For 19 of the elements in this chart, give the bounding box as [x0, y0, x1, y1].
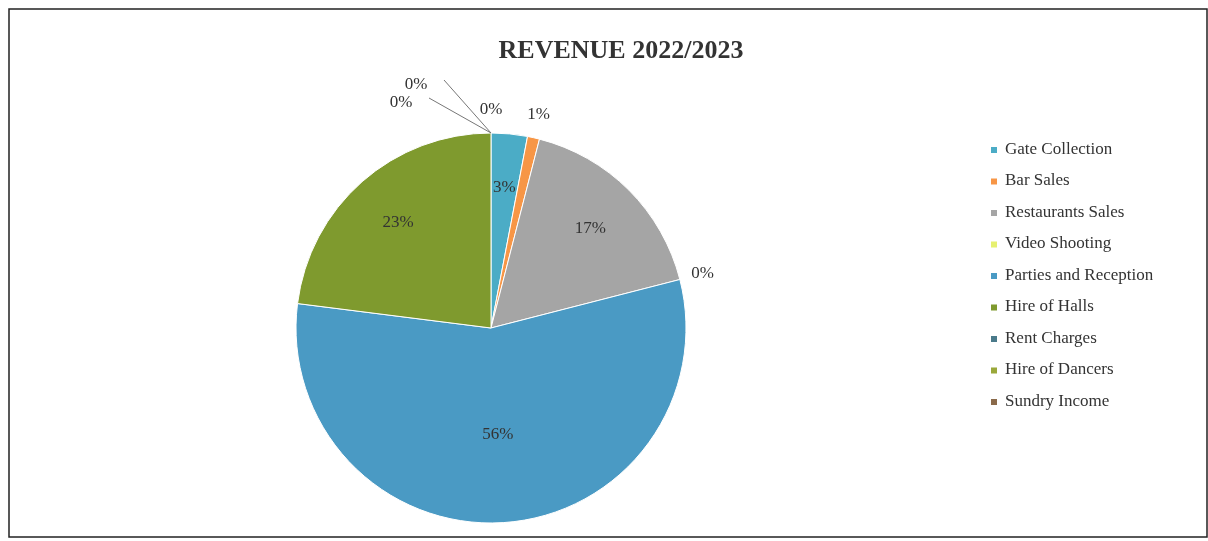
- legend-label: Sundry Income: [1005, 390, 1110, 410]
- legend-label: Hire of Halls: [1005, 296, 1094, 316]
- text: 0%: [389, 91, 413, 111]
- legend-label: Restaurants Sales: [1005, 201, 1125, 221]
- text: 0%: [479, 98, 503, 118]
- data-label: 1%: [527, 103, 550, 123]
- data-label: 17%: [574, 217, 606, 237]
- data-label: 3%: [492, 177, 516, 197]
- legend-label: Rent Charges: [1005, 327, 1097, 347]
- text: 0%: [691, 262, 714, 282]
- data-label: 56%: [482, 423, 514, 443]
- legend-label: Hire of Dancers: [1005, 359, 1114, 379]
- legend-label: Parties and Reception: [1005, 264, 1154, 284]
- legend-label: Gate Collection: [1005, 138, 1113, 158]
- legend-label: Video Shooting: [1005, 233, 1112, 253]
- text: 0%: [404, 73, 428, 93]
- legend-label: Bar Sales: [1005, 170, 1070, 190]
- chart-title: REVENUE 2022/2023: [498, 35, 744, 64]
- data-label: 23%: [382, 211, 414, 231]
